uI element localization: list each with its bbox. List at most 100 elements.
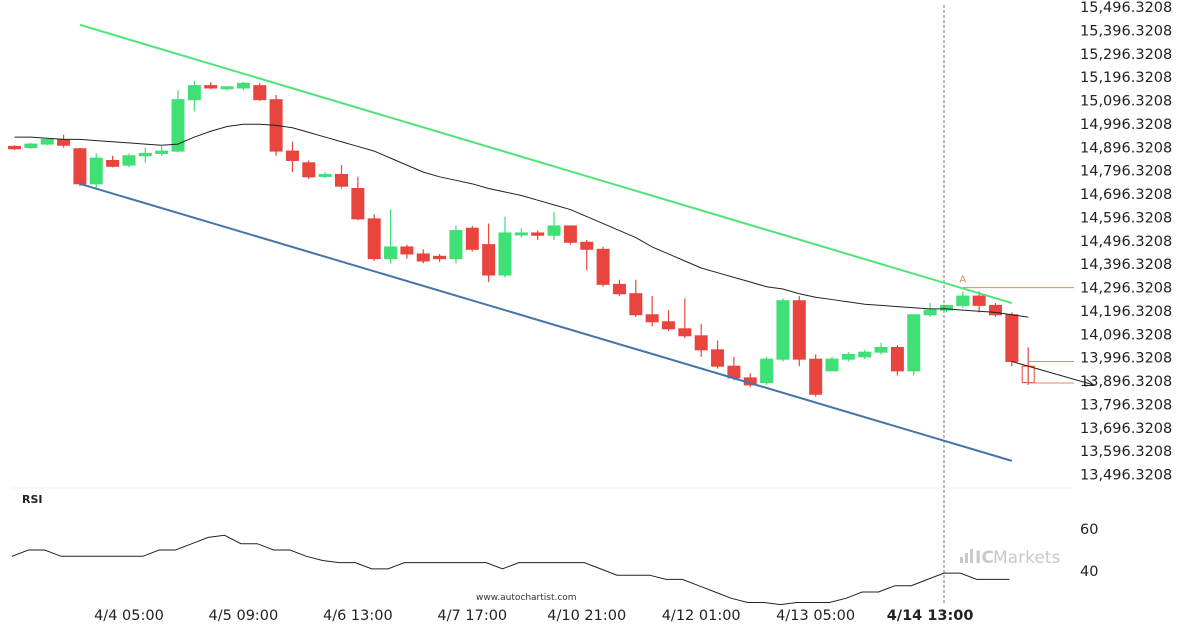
candle-body [285,150,299,161]
price-tick-label: 14,196.3208 [1080,304,1172,320]
upper-trendline [79,23,1013,305]
candle-body [302,162,316,178]
moving-average-line [14,123,1029,318]
rsi-tick-label: 60 [1080,522,1098,538]
candle-body [547,225,561,236]
candle-body [612,283,626,295]
price-tick-label: 13,696.3208 [1080,421,1172,437]
brand-watermark: IC Markets [960,548,1060,568]
price-tick-label: 13,796.3208 [1080,397,1172,413]
rsi-label: RSI [22,493,43,506]
candle-body [220,86,234,90]
candle-body [122,155,136,166]
price-tick-label: 15,396.3208 [1080,23,1172,39]
candle-body [858,351,872,358]
candle-body [155,150,169,154]
candle-body [400,246,414,255]
time-tick-label: 4/14 13:00 [887,608,974,624]
time-tick-label: 4/10 21:00 [547,608,626,624]
candle-body [498,232,512,276]
candle-body [40,138,54,145]
candle-body [907,314,921,372]
rsi-line [11,534,1010,606]
candle-body [776,300,790,360]
candle-body [106,159,120,167]
price-tick-label: 14,396.3208 [1080,257,1172,273]
candle-body [629,293,643,316]
candle-body [351,188,365,220]
price-tick-label: 14,596.3208 [1080,210,1172,226]
candle-body [416,253,430,262]
candle-body [384,246,398,260]
candle-body [514,232,528,236]
candle-body [923,309,937,316]
candle-body [482,244,496,276]
candle-body [171,99,185,152]
candle-body [792,300,806,360]
candle-body [939,304,953,311]
price-tick-label: 14,496.3208 [1080,234,1172,250]
price-tick-label: 14,796.3208 [1080,164,1172,180]
candle-body [662,321,675,330]
candles [8,80,1035,397]
candle-body [531,232,545,236]
pattern-marker-label: A [959,275,966,286]
price-tick-label: 14,896.3208 [1080,140,1172,156]
price-tick-label: 14,996.3208 [1080,117,1172,133]
candle-body [187,85,201,101]
candle-body [89,157,103,185]
time-tick-label: 4/7 17:00 [437,608,507,624]
candle-body [580,241,594,250]
candle-body [825,358,839,372]
brand-markets: Markets [993,548,1060,568]
time-tick-label: 4/4 05:00 [94,608,164,624]
candle-body [874,346,888,353]
plot-background [12,0,1074,603]
candle-body [956,295,970,306]
price-tick-label: 13,996.3208 [1080,351,1172,367]
site-watermark: www.autochartist.com [476,593,577,603]
time-axis: 4/4 05:00 4/5 09:00 4/6 13:00 4/7 17:00 4/10… [94,608,973,624]
brand-logo-icon [960,549,973,563]
price-tick-label: 13,896.3208 [1080,374,1172,390]
candle-body [1005,314,1019,363]
candle-body [645,314,659,323]
candle-body [972,295,986,306]
candle-body [204,85,218,89]
rsi-panel: RSI [11,493,1010,606]
price-tick-label: 14,296.3208 [1080,281,1172,297]
candle-body [890,346,904,372]
price-tick-label: 15,496.3208 [1080,0,1172,16]
candle-body [449,230,463,260]
candle-body [433,255,447,260]
lower-trendline [79,182,1013,462]
candle-body [596,248,610,285]
overlays: A [14,5,1095,603]
candle-body [711,349,725,367]
candle-body [809,358,823,395]
price-axis: 15,496.3208 15,396.3208 15,296.3208 15,196.… [1080,0,1172,580]
price-tick-label: 13,496.3208 [1080,468,1172,484]
candle-body [694,335,708,351]
time-tick-label: 4/5 09:00 [209,608,279,624]
candle-body [73,148,87,185]
candle-body [989,304,1002,316]
time-tick-label: 4/12 01:00 [662,608,741,624]
price-tick-label: 14,696.3208 [1080,187,1172,203]
brand-ic: IC [975,548,994,568]
candle-body [563,225,577,243]
price-tick-label: 15,296.3208 [1080,47,1172,63]
candle-body [24,143,38,149]
candle-body [236,82,250,89]
candle-body [138,152,152,157]
price-tick-label: 13,596.3208 [1080,444,1172,460]
candle-body [841,354,855,360]
rsi-tick-label: 40 [1080,564,1098,580]
candle-body [57,138,71,146]
candle-body [465,227,479,250]
price-tick-label: 15,196.3208 [1080,70,1172,86]
time-tick-label: 4/13 05:00 [776,608,855,624]
time-tick-label: 4/6 13:00 [323,608,393,624]
forecast-arrow-line [1011,361,1094,386]
